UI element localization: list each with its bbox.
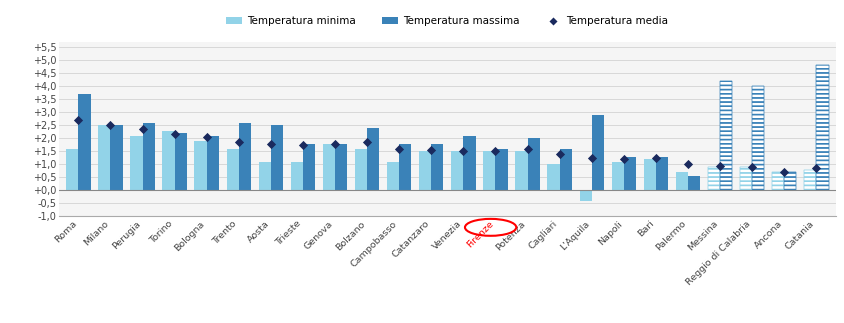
Point bbox=[232, 140, 246, 145]
Bar bbox=[290, 162, 303, 190]
Bar bbox=[130, 136, 143, 190]
Bar bbox=[484, 151, 495, 190]
Bar bbox=[111, 125, 122, 190]
Bar bbox=[387, 162, 399, 190]
Bar bbox=[303, 143, 315, 190]
Bar bbox=[419, 151, 431, 190]
Bar bbox=[162, 130, 175, 190]
Bar bbox=[463, 136, 475, 190]
Point bbox=[360, 140, 374, 145]
Bar bbox=[624, 157, 636, 190]
Bar bbox=[271, 125, 283, 190]
Bar bbox=[740, 167, 752, 190]
Point bbox=[392, 146, 406, 151]
Bar bbox=[656, 157, 668, 190]
Point bbox=[489, 149, 502, 154]
Bar bbox=[175, 133, 187, 190]
Bar bbox=[676, 172, 688, 190]
Bar bbox=[495, 149, 507, 190]
Bar bbox=[816, 66, 829, 190]
Bar bbox=[752, 86, 765, 190]
Point bbox=[200, 134, 214, 140]
Bar bbox=[66, 149, 78, 190]
Point bbox=[264, 141, 278, 146]
Point bbox=[104, 123, 117, 128]
Bar bbox=[194, 141, 207, 190]
Bar bbox=[528, 138, 539, 190]
Legend: Temperatura minima, Temperatura massima, Temperatura media: Temperatura minima, Temperatura massima,… bbox=[222, 12, 673, 31]
Bar bbox=[816, 66, 829, 190]
Bar bbox=[772, 172, 784, 190]
Bar bbox=[355, 149, 367, 190]
Point bbox=[745, 164, 759, 170]
Bar bbox=[548, 164, 560, 190]
Point bbox=[521, 146, 534, 151]
Bar bbox=[143, 123, 154, 190]
Bar bbox=[335, 143, 347, 190]
Bar bbox=[720, 81, 733, 190]
Point bbox=[649, 155, 663, 161]
Bar bbox=[226, 149, 239, 190]
Bar bbox=[580, 190, 592, 201]
Bar bbox=[804, 170, 816, 190]
Bar bbox=[98, 125, 111, 190]
Point bbox=[553, 151, 566, 157]
Bar bbox=[322, 143, 335, 190]
Bar bbox=[688, 176, 701, 190]
Point bbox=[296, 142, 310, 147]
Point bbox=[72, 118, 85, 123]
Point bbox=[457, 149, 470, 154]
Bar bbox=[399, 143, 411, 190]
Bar bbox=[720, 81, 733, 190]
Bar bbox=[772, 172, 784, 190]
Point bbox=[168, 132, 181, 137]
Bar bbox=[78, 94, 90, 190]
Point bbox=[809, 166, 823, 171]
Bar bbox=[644, 159, 656, 190]
Bar bbox=[516, 151, 528, 190]
Point bbox=[713, 163, 727, 168]
Bar bbox=[804, 170, 816, 190]
Bar bbox=[452, 151, 463, 190]
Point bbox=[585, 155, 598, 161]
Bar bbox=[239, 123, 251, 190]
Bar bbox=[431, 143, 443, 190]
Point bbox=[777, 170, 791, 175]
Bar bbox=[708, 167, 720, 190]
Bar bbox=[784, 172, 797, 190]
Point bbox=[328, 141, 342, 146]
Point bbox=[617, 157, 630, 162]
Bar bbox=[560, 149, 572, 190]
Bar bbox=[592, 115, 604, 190]
Bar bbox=[367, 128, 379, 190]
Point bbox=[681, 162, 695, 167]
Bar bbox=[258, 162, 271, 190]
Bar bbox=[708, 167, 720, 190]
Bar bbox=[784, 172, 797, 190]
Bar bbox=[740, 167, 752, 190]
Bar bbox=[207, 136, 219, 190]
Point bbox=[425, 147, 438, 152]
Point bbox=[136, 127, 149, 132]
Bar bbox=[752, 86, 765, 190]
Bar bbox=[612, 162, 624, 190]
